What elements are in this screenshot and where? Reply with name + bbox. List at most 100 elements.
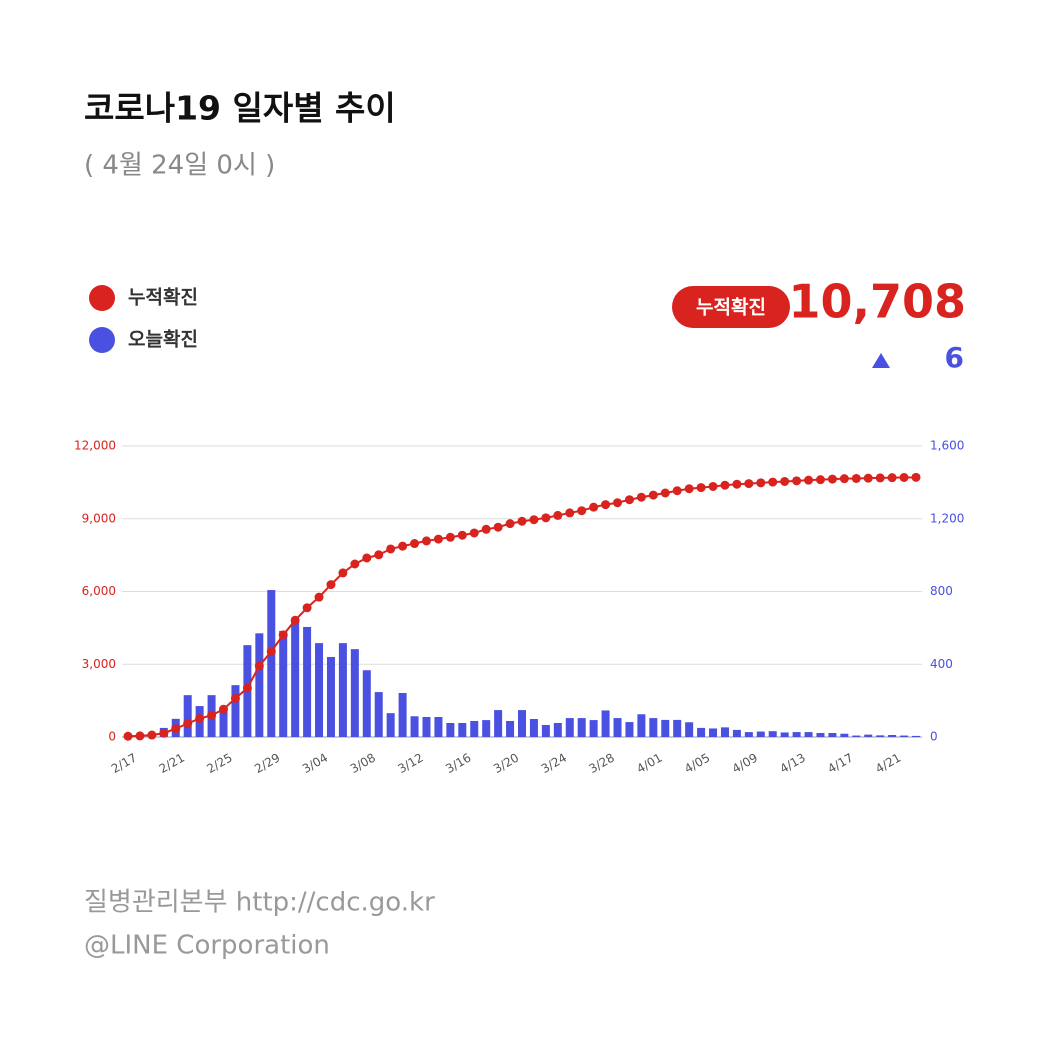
bar (709, 728, 718, 737)
point (207, 710, 217, 720)
x-tick-label: 2/21 (157, 751, 187, 777)
bar (876, 735, 885, 737)
bar (720, 727, 729, 737)
total: 10,708 (788, 275, 966, 329)
point (457, 530, 467, 540)
legend-label: 누적확진 (128, 286, 198, 309)
x-tick-label: 2/29 (252, 751, 282, 777)
change: 6 (945, 341, 964, 374)
point (433, 534, 443, 544)
legend-marker (89, 285, 115, 311)
point (278, 630, 288, 640)
bar (362, 670, 371, 737)
point (302, 603, 312, 613)
point (314, 592, 324, 602)
y-tick-label: 6,000 (82, 584, 116, 598)
point (660, 488, 670, 498)
bar (828, 732, 837, 737)
bar (625, 722, 634, 737)
point (601, 500, 611, 510)
point (386, 544, 396, 554)
credit: @LINE Corporation (84, 931, 330, 961)
bar (768, 731, 777, 737)
total-badge-bg (672, 286, 790, 328)
point (517, 516, 527, 526)
point (624, 495, 634, 505)
bar (601, 710, 610, 737)
bar (852, 735, 861, 737)
bar (494, 710, 503, 737)
bar (326, 656, 335, 737)
point (768, 477, 778, 487)
point (469, 528, 479, 538)
y-tick-label: 12,000 (74, 439, 116, 453)
x-tick-label: 3/04 (300, 751, 330, 777)
bar (279, 630, 288, 737)
subtitle: ( 4월 24일 0시 ) (84, 151, 275, 181)
bar (410, 716, 419, 737)
bar (732, 729, 741, 737)
bar (912, 735, 920, 737)
point (565, 508, 575, 518)
bar (792, 732, 801, 737)
point (696, 483, 706, 493)
point (219, 704, 229, 714)
source: 질병관리본부 http://cdc.go.kr (84, 888, 435, 918)
y2-tick-label: 1,600 (930, 439, 964, 453)
bar (291, 622, 300, 737)
x-tick-label: 2/17 (109, 751, 139, 777)
bar (315, 643, 324, 737)
point (410, 539, 420, 549)
point (863, 473, 873, 483)
bar (804, 732, 813, 737)
y2-tick-label: 1,200 (930, 511, 964, 525)
bar (673, 719, 682, 737)
point (589, 502, 599, 512)
point (744, 479, 754, 489)
bar (506, 720, 515, 737)
x-tick-label: 4/17 (825, 751, 855, 777)
bar (529, 718, 538, 737)
point (230, 693, 240, 703)
point (780, 476, 790, 486)
y2-tick-label: 800 (930, 584, 953, 598)
bar (816, 732, 825, 737)
point (493, 522, 503, 532)
y-tick-label: 9,000 (82, 511, 116, 525)
x-tick-label: 2/25 (204, 751, 234, 777)
bar (350, 649, 359, 737)
point (804, 475, 814, 485)
point (159, 728, 169, 738)
bar (697, 727, 706, 737)
point (374, 550, 384, 560)
bar (744, 732, 753, 737)
point (350, 559, 360, 569)
point (792, 476, 802, 486)
point (338, 568, 348, 578)
x-tick-label: 4/21 (873, 751, 903, 777)
bar (374, 692, 383, 737)
point (613, 498, 623, 508)
bar (577, 718, 586, 737)
point (636, 492, 646, 502)
point (266, 646, 276, 656)
bar (888, 734, 897, 737)
point (171, 724, 181, 734)
bar (338, 643, 347, 737)
bar (661, 719, 670, 737)
bar (613, 718, 622, 737)
point (147, 730, 157, 740)
x-tick-label: 4/09 (730, 751, 760, 777)
point (505, 519, 515, 529)
x-tick-label: 3/28 (586, 751, 616, 777)
point (839, 474, 849, 484)
point (720, 480, 730, 490)
up-triangle (872, 353, 890, 368)
point (899, 472, 909, 482)
bar (386, 713, 395, 737)
chart: 0 3,000 6,000 9,000 12,000 0 400 800 1,200 1,600 2… (74, 439, 964, 777)
bar (219, 710, 228, 737)
point (326, 580, 336, 590)
y-tick-label: 0 (108, 730, 116, 744)
